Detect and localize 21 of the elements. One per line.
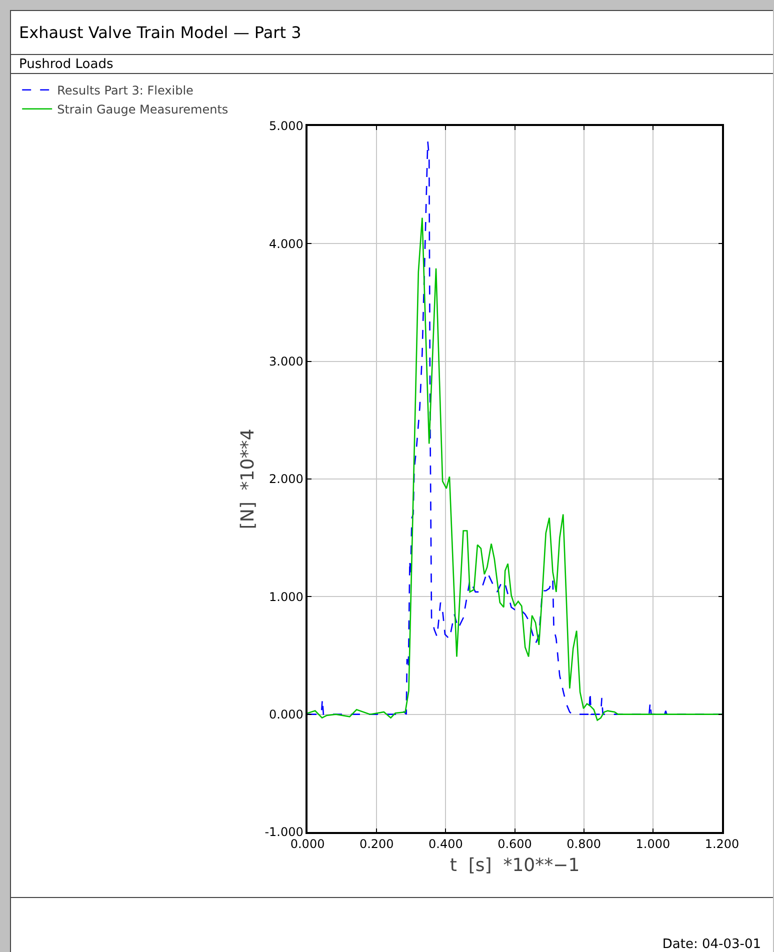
text: Exhaust Valve Train Model — Part 3 [11, 11, 773, 55]
x-tick-label: 0.800 [566, 837, 602, 852]
y-tick-label: 5.000 [269, 119, 304, 134]
y-tick-label: 3.000 [269, 354, 304, 369]
y-tick-label: -1.000 [264, 825, 304, 840]
text: Pushrod Loads [11, 56, 773, 74]
x-tick-label: 1.200 [704, 837, 740, 852]
y-tick-label: 1.000 [269, 590, 304, 604]
x-axis-title: t [s] *10**−1 [450, 854, 580, 876]
x-tick-label: 1.000 [636, 837, 670, 852]
y-tick-label: 0.000 [269, 708, 304, 722]
y-tick-label: 4.000 [269, 236, 304, 251]
text: Date: 04-03-01 [662, 937, 761, 952]
x-tick-label: 0.200 [359, 837, 394, 852]
x-tick-label: 0.400 [428, 837, 463, 852]
x-tick-label: 0.000 [290, 837, 325, 852]
y-tick-label: 2.000 [269, 472, 304, 486]
legend-label: Results Part 3: Flexible [57, 84, 194, 98]
legend-label: Strain Gauge Measurements [57, 102, 228, 117]
x-tick-label: 0.600 [498, 837, 532, 852]
y-axis-title: [N] *10**4 [237, 428, 258, 530]
